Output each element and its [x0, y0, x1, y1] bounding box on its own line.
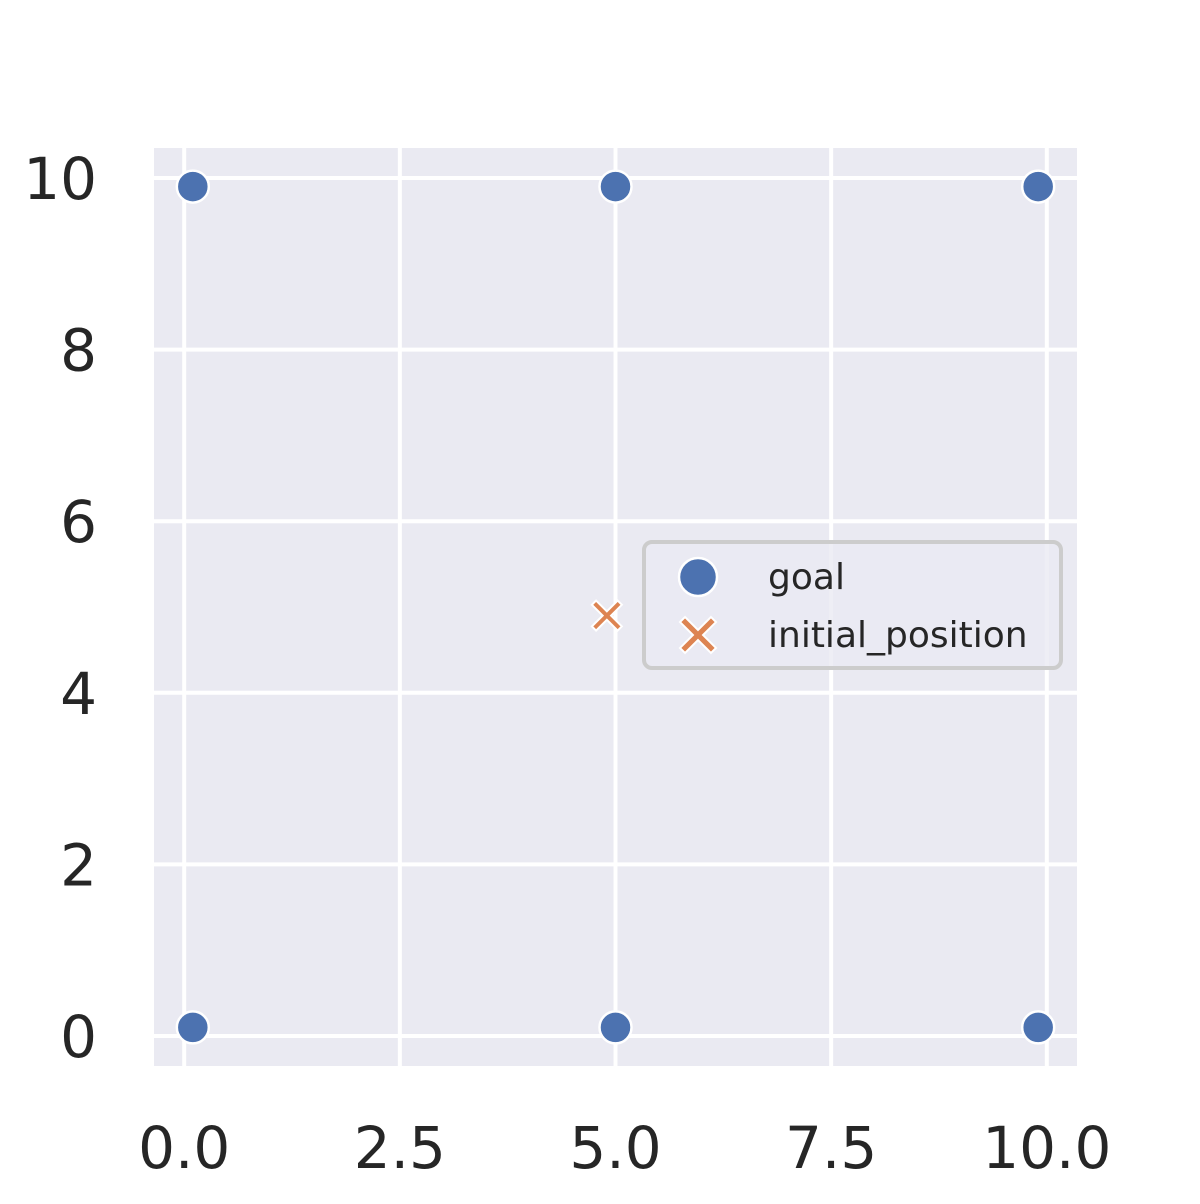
x-tick-label: 10.0 — [982, 1114, 1111, 1182]
goal-point — [1020, 1010, 1056, 1045]
x-tick-label: 7.5 — [785, 1114, 877, 1182]
goal-point — [1020, 169, 1056, 204]
y-tick-label: 0 — [60, 1003, 97, 1071]
y-tick-label: 8 — [60, 317, 97, 385]
y-tick-label: 2 — [60, 831, 97, 899]
x-tick-label: 0.0 — [138, 1114, 230, 1182]
legend-label: goal — [768, 557, 845, 598]
initial-position-point — [590, 599, 624, 632]
goal-point — [598, 169, 633, 204]
legend-frame — [642, 540, 1063, 670]
goal-point — [598, 1010, 633, 1045]
legend-initial-position-icon — [678, 615, 718, 655]
legend-label: initial_position — [768, 615, 1028, 656]
y-tick-label: 6 — [60, 488, 97, 556]
x-tick-label: 2.5 — [354, 1114, 446, 1182]
legend-goal-icon — [677, 556, 719, 598]
goal-point — [175, 169, 211, 204]
data-points — [175, 169, 1056, 1045]
y-tick-label: 4 — [60, 660, 97, 728]
legend: goal initial_position — [642, 540, 1063, 670]
x-tick-label: 5.0 — [569, 1114, 661, 1182]
x-tick-labels: 0.0 2.5 5.0 7.5 10.0 — [138, 1114, 1111, 1182]
y-tick-label: 10 — [23, 145, 97, 213]
goal-point — [175, 1010, 211, 1045]
y-tick-labels: 0 2 4 6 8 10 — [23, 145, 97, 1071]
